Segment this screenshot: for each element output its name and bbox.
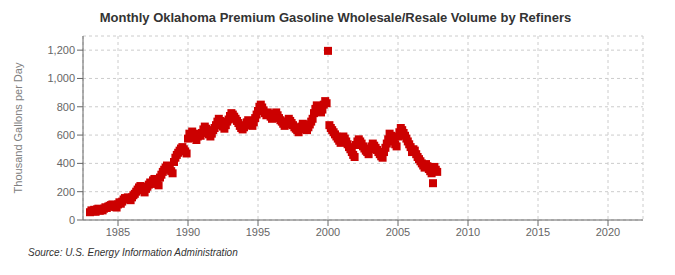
svg-text:Thousand Gallons per Day: Thousand Gallons per Day — [12, 62, 24, 193]
svg-text:1985: 1985 — [106, 226, 130, 238]
svg-text:2015: 2015 — [526, 226, 550, 238]
svg-text:1,000: 1,000 — [47, 72, 75, 84]
html-text:Source: U.S. Energy Informatio: Source: U.S. Energy Information Administ… — [28, 247, 238, 258]
html-text:Monthly Oklahoma Premium Gasol: Monthly Oklahoma Premium Gasoline Wholes… — [99, 10, 572, 25]
svg-text:600: 600 — [57, 129, 75, 141]
svg-text:2020: 2020 — [596, 226, 620, 238]
svg-text:400: 400 — [57, 157, 75, 169]
svg-text:1990: 1990 — [176, 226, 200, 238]
svg-text:2000: 2000 — [316, 226, 340, 238]
svg-text:1,200: 1,200 — [47, 44, 75, 56]
svg-text:800: 800 — [57, 101, 75, 113]
svg-text:200: 200 — [57, 186, 75, 198]
svg-text:2005: 2005 — [386, 226, 410, 238]
svg-text:2010: 2010 — [456, 226, 480, 238]
svg-text:0: 0 — [69, 214, 75, 226]
svg-text:1995: 1995 — [246, 226, 270, 238]
